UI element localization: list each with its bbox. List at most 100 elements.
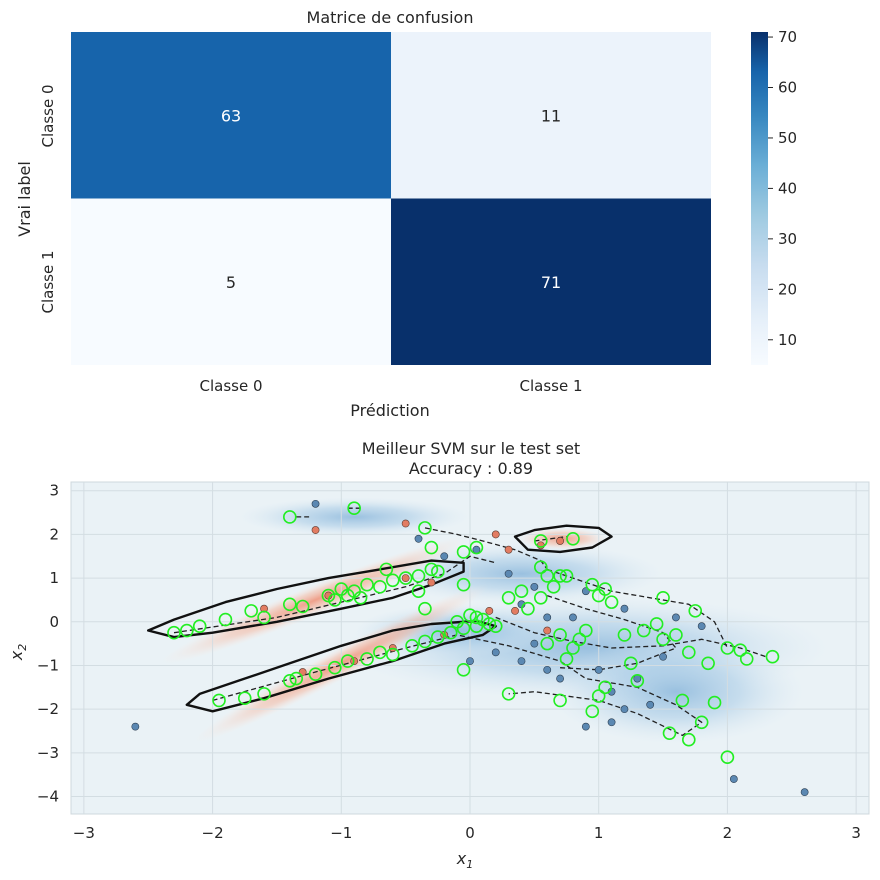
y-tick-label: −1 — [37, 656, 59, 674]
point-class1 — [646, 700, 655, 709]
support-vector — [624, 656, 638, 671]
colorbar-tick-label: 70 — [778, 28, 797, 46]
margin-line — [546, 568, 728, 649]
support-vector — [385, 573, 400, 588]
decision-boundary — [147, 524, 613, 713]
point-class1 — [543, 613, 552, 622]
support-vector — [533, 560, 548, 574]
support-vector — [540, 569, 555, 583]
support-vector — [649, 617, 664, 631]
x-tick-label: 3 — [851, 824, 861, 842]
point-class1 — [530, 639, 539, 648]
y-tick-label: −2 — [37, 700, 59, 718]
support-vector — [373, 645, 387, 660]
support-vector — [598, 680, 612, 695]
point-class0 — [511, 606, 519, 615]
point-class1 — [504, 569, 513, 578]
support-vector — [424, 562, 439, 577]
x-tick-label: −3 — [73, 824, 95, 842]
support-vector — [682, 645, 696, 660]
point-class0 — [504, 545, 513, 554]
point-class1 — [659, 652, 667, 661]
support-vector — [546, 580, 561, 594]
support-vector — [553, 569, 567, 583]
svm-title-line-2: Accuracy : 0.89 — [409, 459, 533, 478]
colorbar-tick-label: 30 — [778, 230, 797, 248]
colorbar-tick-label: 40 — [778, 179, 797, 197]
support-vector — [521, 601, 535, 616]
point-class0 — [311, 526, 320, 534]
support-vector — [514, 584, 529, 599]
point-class1 — [581, 722, 590, 731]
cm-cells: 63 11 5 71 — [71, 32, 711, 365]
support-vector — [675, 693, 690, 708]
cm-xtick-1: Classe 1 — [519, 377, 582, 395]
point-class1 — [607, 718, 616, 727]
colorbar-gradient — [751, 32, 768, 365]
support-vector — [566, 641, 580, 655]
svm-plot: Meilleur SVM sur le test set Accuracy : … — [7, 439, 870, 871]
point-class0 — [485, 606, 494, 615]
support-vector — [662, 726, 677, 740]
support-vector — [398, 571, 413, 585]
support-vector — [656, 590, 670, 605]
support-vector — [701, 656, 715, 671]
support-vector — [456, 577, 471, 592]
support-vector — [669, 628, 683, 642]
support-vector — [443, 625, 458, 640]
confusion-matrix: Matrice de confusion 63 11 5 71 Classe 0 Cl… — [15, 8, 711, 420]
point-class0 — [543, 626, 552, 635]
svm-xlabel: x1 — [456, 849, 473, 871]
boundary-island — [513, 524, 613, 554]
y-tick-label: 2 — [49, 525, 59, 543]
support-vector — [720, 750, 735, 765]
support-vector — [585, 577, 600, 592]
support-vector — [450, 614, 464, 629]
cm-title: Matrice de confusion — [307, 8, 474, 27]
point-class1 — [440, 552, 449, 561]
support-vector — [353, 590, 368, 605]
support-vector — [579, 623, 593, 638]
x-tick-label: 1 — [594, 824, 604, 842]
support-vector — [739, 652, 754, 666]
support-vector — [566, 531, 580, 546]
x-tick-label: 0 — [465, 824, 475, 842]
y-tick-label: 3 — [49, 482, 59, 500]
support-vector — [533, 534, 548, 548]
point-class1 — [466, 657, 474, 666]
support-vector — [682, 732, 696, 747]
support-vector — [212, 693, 226, 708]
support-vector — [405, 639, 419, 653]
colorbar-ticks: 10 20 30 40 50 60 70 — [768, 28, 797, 349]
point-class0 — [427, 578, 436, 587]
cm-xlabel: Prédiction — [350, 401, 429, 420]
cm-cell-1-1 — [391, 198, 711, 365]
cm-ytick-0: Classe 0 — [39, 84, 57, 147]
support-vector — [418, 634, 432, 649]
cm-cell-0-1 — [391, 32, 711, 199]
support-vector — [283, 510, 297, 524]
support-vector — [765, 649, 780, 664]
point-class0 — [401, 574, 410, 583]
support-vector — [424, 540, 439, 555]
cm-value-1-0: 5 — [226, 273, 236, 292]
support-vector — [418, 521, 432, 535]
support-vector — [244, 604, 258, 618]
support-vector — [373, 580, 387, 594]
cm-ytick-1: Classe 1 — [39, 250, 57, 313]
support-vector — [360, 652, 374, 666]
support-vector — [431, 630, 445, 644]
support-vector — [585, 704, 600, 719]
support-vector — [180, 623, 194, 638]
support-vector — [733, 643, 748, 657]
point-class1 — [594, 665, 603, 674]
support-vector — [328, 593, 342, 607]
point-class1 — [414, 534, 423, 543]
point-class1 — [311, 499, 320, 508]
support-vector — [283, 673, 297, 688]
support-vector — [540, 636, 555, 651]
support-vector — [360, 577, 374, 592]
colorbar-tick-label: 50 — [778, 129, 797, 147]
point-class0 — [401, 519, 410, 528]
point-class1 — [530, 582, 539, 591]
